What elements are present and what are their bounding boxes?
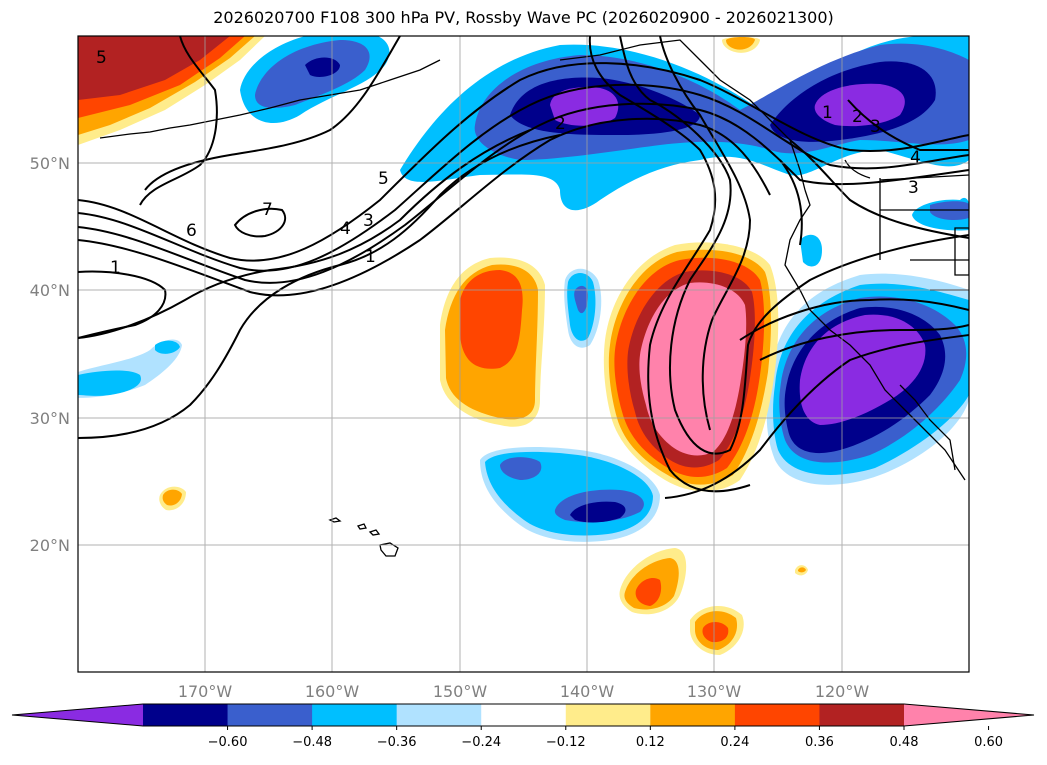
lat-label: 20°N — [30, 536, 70, 555]
colorbar-bin — [734, 704, 820, 726]
lon-label: 140°W — [560, 682, 615, 701]
contour-label: 3 — [363, 211, 374, 231]
colorbar-bin — [396, 704, 482, 726]
lat-labels: 50°N 40°N 30°N 20°N — [30, 154, 70, 555]
height-contours — [78, 36, 969, 499]
gridlines — [78, 36, 969, 672]
contour-label: 3 — [908, 178, 919, 198]
colorbar-tick-label: −0.48 — [292, 735, 332, 750]
contour-label: 6 — [186, 221, 197, 241]
positive-anomaly-small-south — [159, 37, 808, 655]
colorbar-extend-min — [12, 704, 143, 726]
lon-labels: 170°W 160°W 150°W 140°W 130°W 120°W — [178, 682, 870, 701]
colorbar-tick-label: −0.12 — [546, 735, 586, 750]
colorbar-tick-label: 0.60 — [974, 735, 1003, 750]
contour-label: 7 — [262, 200, 273, 220]
contour-label: 1 — [110, 258, 121, 278]
contour-label: 1 — [822, 103, 833, 123]
coastlines — [99, 39, 969, 557]
colorbar: −0.60 −0.48 −0.36 −0.24 −0.12 0.12 0.24 0.36 0.4… — [11, 703, 1035, 750]
colorbar-bin — [650, 704, 736, 726]
colorbar-bin — [481, 704, 567, 726]
colorbar-tick-label: 0.24 — [720, 735, 749, 750]
contour-label: 4 — [340, 219, 351, 239]
colorbar-tick-label: −0.24 — [461, 735, 501, 750]
negative-anomaly-west-small — [78, 339, 182, 398]
positive-anomaly-northwest — [78, 36, 265, 145]
contour-label: 4 — [910, 148, 921, 168]
colorbar-bin — [819, 704, 905, 726]
lat-label: 30°N — [30, 409, 70, 428]
lon-label: 150°W — [433, 682, 488, 701]
negative-anomaly-south — [480, 447, 660, 542]
colorbar-bin — [312, 704, 398, 726]
map-frame — [77, 35, 970, 673]
colorbar-tick-label: −0.60 — [208, 735, 248, 750]
contour-label: 5 — [96, 48, 107, 68]
colorbar-extend-max — [904, 704, 1034, 726]
map-title: 2026020700 F108 300 hPa PV, Rossby Wave … — [213, 8, 834, 27]
lat-label: 50°N — [30, 154, 70, 173]
lon-label: 170°W — [178, 682, 233, 701]
colorbar-tick-label: −0.36 — [377, 735, 417, 750]
lon-label: 160°W — [305, 682, 360, 701]
colorbar-bin — [227, 704, 313, 726]
contour-label: 1 — [365, 247, 376, 267]
lon-label: 130°W — [687, 682, 742, 701]
contour-label: 2 — [852, 107, 863, 127]
colorbar-tick-label: 0.36 — [805, 735, 834, 750]
colorbar-outline — [11, 703, 1035, 727]
contour-labels: 5 7 6 1 5 4 3 1 2 1 2 3 4 3 — [96, 48, 921, 278]
contour-label: 5 — [378, 169, 389, 189]
negative-anomaly-alaska — [240, 36, 390, 123]
positive-anomaly-central-west — [440, 257, 545, 427]
lon-label: 120°W — [815, 682, 870, 701]
colorbar-bin — [143, 704, 229, 726]
lat-label: 40°N — [30, 281, 70, 300]
colorbar-tick-label: 0.12 — [636, 735, 665, 750]
contour-label: 3 — [870, 117, 881, 137]
contour-label: 2 — [555, 114, 566, 134]
colorbar-bin — [565, 704, 651, 726]
colorbar-tick-label: 0.48 — [890, 735, 919, 750]
